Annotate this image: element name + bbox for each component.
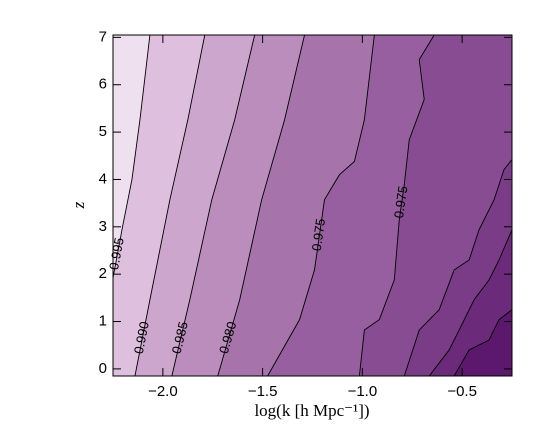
y-tick-label: 6	[99, 76, 107, 93]
contour-label: 0.995	[106, 236, 127, 271]
contour-line	[112, 34, 151, 279]
contour-line	[358, 34, 435, 377]
contour-line	[403, 159, 513, 377]
plot-frame	[112, 34, 513, 377]
contour-line	[267, 34, 375, 377]
y-tick-label: 5	[99, 123, 107, 140]
contour-line	[453, 309, 513, 377]
contour-label: 0.975	[309, 218, 328, 252]
y-tick-label: 3	[99, 218, 107, 235]
y-tick-label: 4	[99, 170, 107, 187]
y-tick-label: 7	[99, 28, 107, 45]
contour-band	[454, 309, 512, 376]
y-tick-label: 1	[99, 313, 107, 330]
contour-label: 0.985	[169, 320, 191, 355]
contour-line	[171, 34, 256, 377]
y-tick-label: 2	[99, 265, 107, 282]
contour-label: 0.990	[131, 320, 152, 355]
x-tick-label: −2.0	[148, 383, 178, 400]
contour-line	[217, 34, 305, 377]
x-axis-label: log(k [h Mpc⁻¹])	[254, 401, 369, 420]
y-tick-label: 0	[99, 360, 107, 377]
y-axis-label: z	[69, 201, 88, 209]
contour-line	[428, 229, 513, 377]
x-tick-label: −1.0	[348, 383, 378, 400]
x-tick-label: −1.5	[248, 383, 278, 400]
x-tick-label: −0.5	[447, 383, 477, 400]
contour-label: 0.975	[391, 185, 410, 219]
contour-line	[134, 34, 206, 377]
